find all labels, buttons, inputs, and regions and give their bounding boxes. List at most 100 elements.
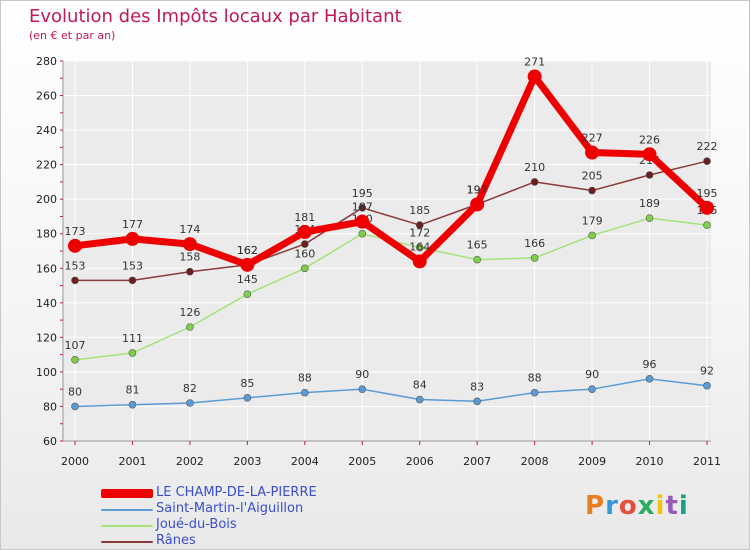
data-point	[527, 69, 542, 84]
data-point	[128, 276, 137, 285]
data-point	[700, 200, 714, 215]
data-point	[297, 225, 312, 239]
data-label: 96	[643, 358, 657, 371]
data-label: 222	[697, 140, 718, 153]
data-label: 153	[122, 259, 143, 272]
data-point	[588, 231, 596, 240]
y-tick-label: 120	[36, 331, 57, 344]
data-label: 174	[179, 223, 200, 236]
data-label: 85	[240, 377, 254, 390]
logo-letter: r	[605, 491, 619, 521]
data-label: 164	[409, 240, 430, 253]
series-line	[71, 73, 711, 269]
data-label: 83	[470, 380, 484, 393]
data-label: 165	[467, 239, 488, 252]
data-point	[182, 237, 197, 252]
data-point	[71, 276, 79, 285]
data-point	[301, 264, 309, 273]
data-point	[301, 388, 309, 397]
data-point	[412, 254, 427, 269]
x-tick-label: 2011	[693, 455, 721, 468]
data-point	[415, 221, 424, 229]
legend-swatch	[101, 525, 153, 527]
x-tick-label: 2006	[406, 455, 434, 468]
data-point	[703, 221, 711, 229]
data-point	[530, 254, 539, 262]
y-tick-label: 60	[43, 435, 57, 448]
data-label: 226	[639, 133, 660, 146]
data-label: 80	[68, 385, 82, 398]
data-label: 126	[179, 306, 200, 319]
data-point	[645, 375, 654, 383]
data-label: 90	[585, 368, 599, 381]
data-point	[125, 231, 140, 246]
y-tick-label: 220	[36, 159, 57, 172]
y-tick-label: 180	[36, 228, 57, 241]
data-point	[71, 402, 79, 411]
data-label: 84	[413, 379, 427, 392]
logo-letter: i	[678, 491, 689, 521]
data-label: 181	[294, 211, 315, 224]
data-point	[301, 240, 309, 248]
y-tick-label: 80	[43, 400, 57, 413]
data-point	[128, 349, 137, 357]
data-point	[186, 323, 194, 331]
data-label: 90	[355, 368, 369, 381]
data-point	[358, 229, 367, 238]
data-point	[588, 385, 596, 393]
data-label: 88	[528, 372, 542, 385]
data-label: 172	[409, 227, 430, 240]
data-point	[473, 397, 481, 406]
data-label: 177	[122, 218, 143, 231]
data-point	[642, 147, 657, 162]
legend-swatch	[101, 509, 153, 511]
data-point	[530, 178, 539, 186]
data-label: 81	[125, 384, 139, 397]
data-label: 158	[179, 251, 200, 264]
data-point	[588, 186, 596, 195]
logo-letter: o	[618, 491, 638, 521]
data-label: 189	[639, 197, 660, 210]
legend-label: Saint-Martin-l'Aiguillon	[156, 501, 304, 516]
y-tick-label: 280	[36, 55, 57, 68]
logo-letter: x	[637, 491, 656, 521]
y-tick-label: 160	[36, 262, 57, 275]
x-tick-label: 2009	[578, 455, 606, 468]
data-point	[71, 356, 79, 364]
y-tick-label: 200	[36, 193, 57, 206]
x-tick-label: 2001	[118, 455, 146, 468]
data-label: 82	[183, 382, 197, 395]
data-label: 153	[65, 259, 86, 272]
data-point	[470, 197, 485, 212]
data-label: 145	[237, 273, 258, 286]
plot-area	[63, 61, 711, 441]
data-label: 210	[524, 161, 545, 174]
logo-letter: i	[655, 491, 666, 521]
logo-letter: P	[585, 491, 606, 521]
x-tick-label: 2010	[636, 455, 664, 468]
x-tick-label: 2007	[463, 455, 491, 468]
data-label: 162	[237, 244, 258, 257]
data-point	[68, 238, 82, 253]
data-point	[358, 204, 367, 212]
data-label: 197	[467, 183, 488, 196]
data-point	[585, 145, 600, 160]
legend-label: Rânes	[156, 533, 196, 548]
y-tick-label: 240	[36, 124, 57, 137]
data-label: 227	[582, 132, 603, 145]
legend-swatch	[101, 489, 153, 498]
data-label: 173	[65, 225, 86, 238]
data-label: 92	[700, 365, 714, 378]
data-label: 111	[122, 332, 143, 345]
data-label: 185	[409, 204, 430, 217]
data-point	[415, 243, 424, 252]
y-tick-label: 260	[36, 90, 57, 103]
data-label: 160	[294, 247, 315, 260]
data-point	[645, 214, 654, 222]
y-tick-label: 100	[36, 366, 57, 379]
data-point	[415, 395, 424, 404]
data-label: 179	[582, 214, 603, 227]
data-label: 205	[582, 170, 603, 183]
x-tick-label: 2008	[521, 455, 549, 468]
y-tick-label: 140	[36, 297, 57, 310]
